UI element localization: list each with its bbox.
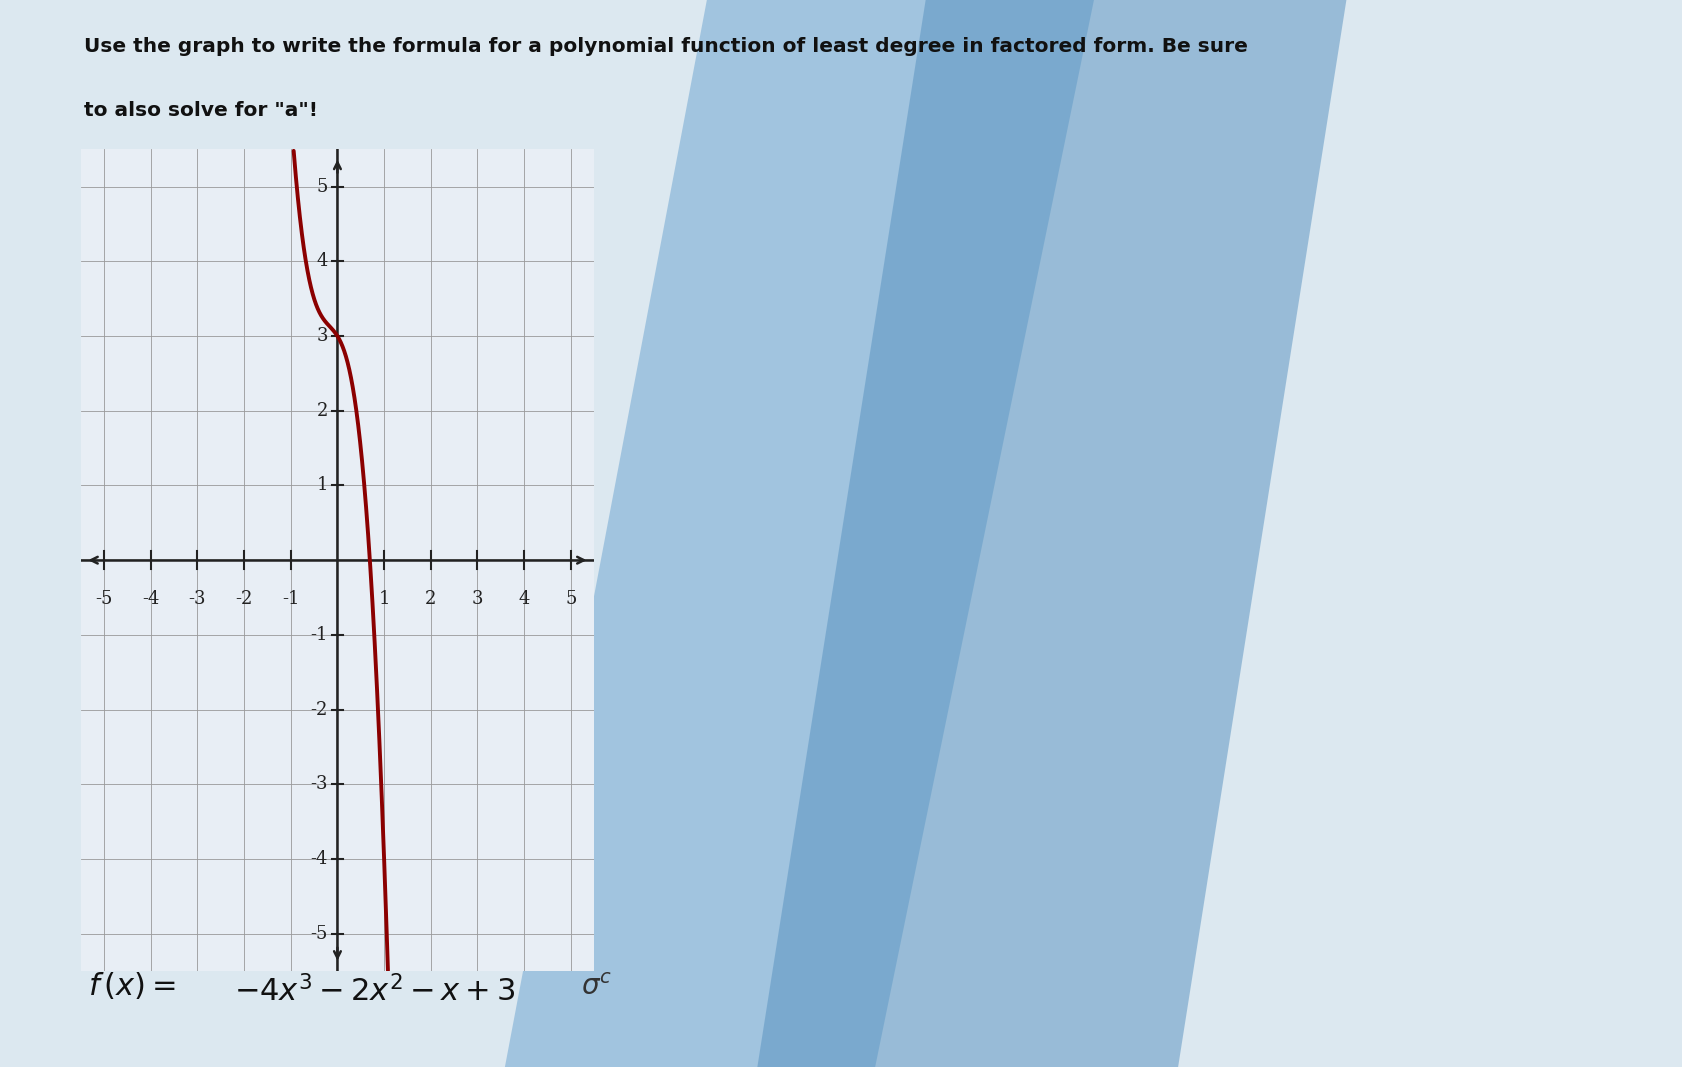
Text: -3: -3 [311,776,328,793]
Text: -4: -4 [311,850,328,867]
Text: 5: 5 [316,178,328,195]
Text: -4: -4 [141,590,160,608]
Polygon shape [757,0,1346,1067]
Text: 4: 4 [316,253,328,270]
Text: -3: -3 [188,590,207,608]
Text: 1: 1 [316,477,328,494]
Text: 4: 4 [518,590,530,608]
Text: $\sigma^c$: $\sigma^c$ [580,973,612,1001]
Text: Use the graph to write the formula for a polynomial function of least degree in : Use the graph to write the formula for a… [84,37,1248,57]
Text: -1: -1 [283,590,299,608]
Text: -5: -5 [311,925,328,942]
Text: to also solve for "a"!: to also solve for "a"! [84,101,318,121]
Text: 2: 2 [426,590,436,608]
Text: -5: -5 [96,590,113,608]
Text: $f\,(x) =$: $f\,(x) =$ [87,971,175,1003]
Text: 1: 1 [378,590,390,608]
Text: 5: 5 [565,590,577,608]
Text: 3: 3 [471,590,483,608]
Text: -1: -1 [311,626,328,643]
Text: 3: 3 [316,328,328,345]
Text: -2: -2 [311,701,328,718]
Text: $-4x^3-2x^2-x+3$: $-4x^3-2x^2-x+3$ [234,976,515,1008]
Text: -2: -2 [235,590,252,608]
Text: 2: 2 [316,402,328,419]
Polygon shape [505,0,1093,1067]
